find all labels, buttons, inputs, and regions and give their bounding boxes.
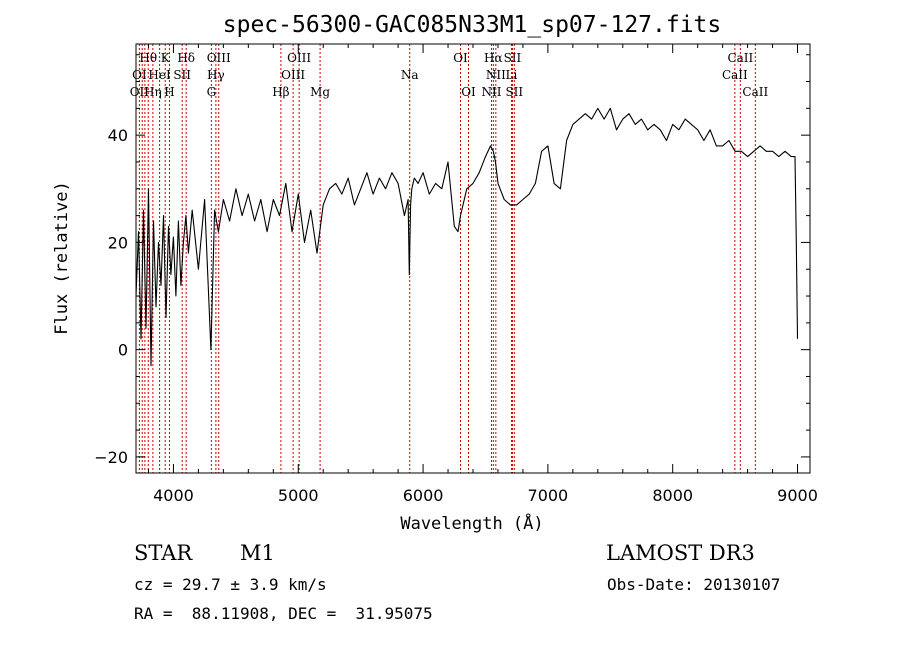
line-label: SII (505, 85, 523, 99)
flux-line (135, 107, 799, 367)
x-axis-ticks: 4000 5000 6000 7000 8000 9000 (147, 44, 818, 505)
y-tick-label: 40 (108, 126, 128, 145)
redshift-velocity: cz = 29.7 ± 3.9 km/s (134, 575, 327, 594)
line-label: Li (506, 68, 518, 82)
line-label: Hβ (272, 85, 289, 99)
line-label: OIII (281, 68, 305, 82)
y-axis-ticks: −20 0 20 40 (94, 54, 810, 467)
line-label: Hδ (177, 51, 195, 65)
sky-coordinates: RA = 88.11908, DEC = 31.95075 (134, 604, 433, 623)
line-label: OII (130, 85, 150, 99)
object-class: STAR (134, 541, 193, 565)
x-tick-label: 6000 (403, 486, 444, 505)
chart-title: spec-56300-GAC085N33M1_sp07-127.fits (223, 12, 722, 38)
line-label: HeI (148, 68, 171, 82)
plot-frame (135, 43, 811, 474)
object-subclass: M1 (240, 541, 275, 565)
line-label: OIII (207, 51, 231, 65)
line-label: Na (401, 68, 419, 82)
line-label: Hα (484, 51, 503, 65)
line-label: H (164, 85, 174, 99)
y-tick-label: 20 (108, 233, 128, 252)
line-label: Mg (310, 85, 330, 99)
line-label: NII (486, 68, 506, 82)
x-tick-label: 5000 (278, 486, 319, 505)
line-label: SII (173, 68, 191, 82)
x-tick-label: 7000 (528, 486, 569, 505)
x-tick-label: 4000 (153, 486, 194, 505)
line-label: Hθ (139, 51, 157, 65)
line-label: OI (453, 51, 468, 65)
y-tick-label: −20 (94, 448, 128, 467)
x-tick-label: 8000 (652, 486, 693, 505)
x-tick-label: 9000 (777, 486, 818, 505)
line-label: CaII (722, 68, 748, 82)
line-label: NII (481, 85, 501, 99)
line-label: G (207, 85, 217, 99)
spectral-line-markers (138, 44, 756, 473)
line-label: OI (132, 68, 147, 82)
x-axis-label: Wavelength (Å) (400, 512, 543, 534)
survey-name: LAMOST DR3 (606, 541, 755, 565)
line-label: OI (461, 85, 476, 99)
line-label: K (161, 51, 171, 65)
line-label: SII (504, 51, 522, 65)
line-label: CaII (742, 85, 768, 99)
line-label: OIII (287, 51, 311, 65)
y-axis-label: Flux (relative) (52, 181, 72, 335)
line-label: Hγ (207, 68, 225, 82)
line-label: Hη (144, 85, 162, 99)
line-label: CaII (727, 51, 753, 65)
flux-series (135, 107, 799, 367)
y-tick-label: 0 (118, 341, 128, 360)
observation-date: Obs-Date: 20130107 (607, 575, 781, 594)
